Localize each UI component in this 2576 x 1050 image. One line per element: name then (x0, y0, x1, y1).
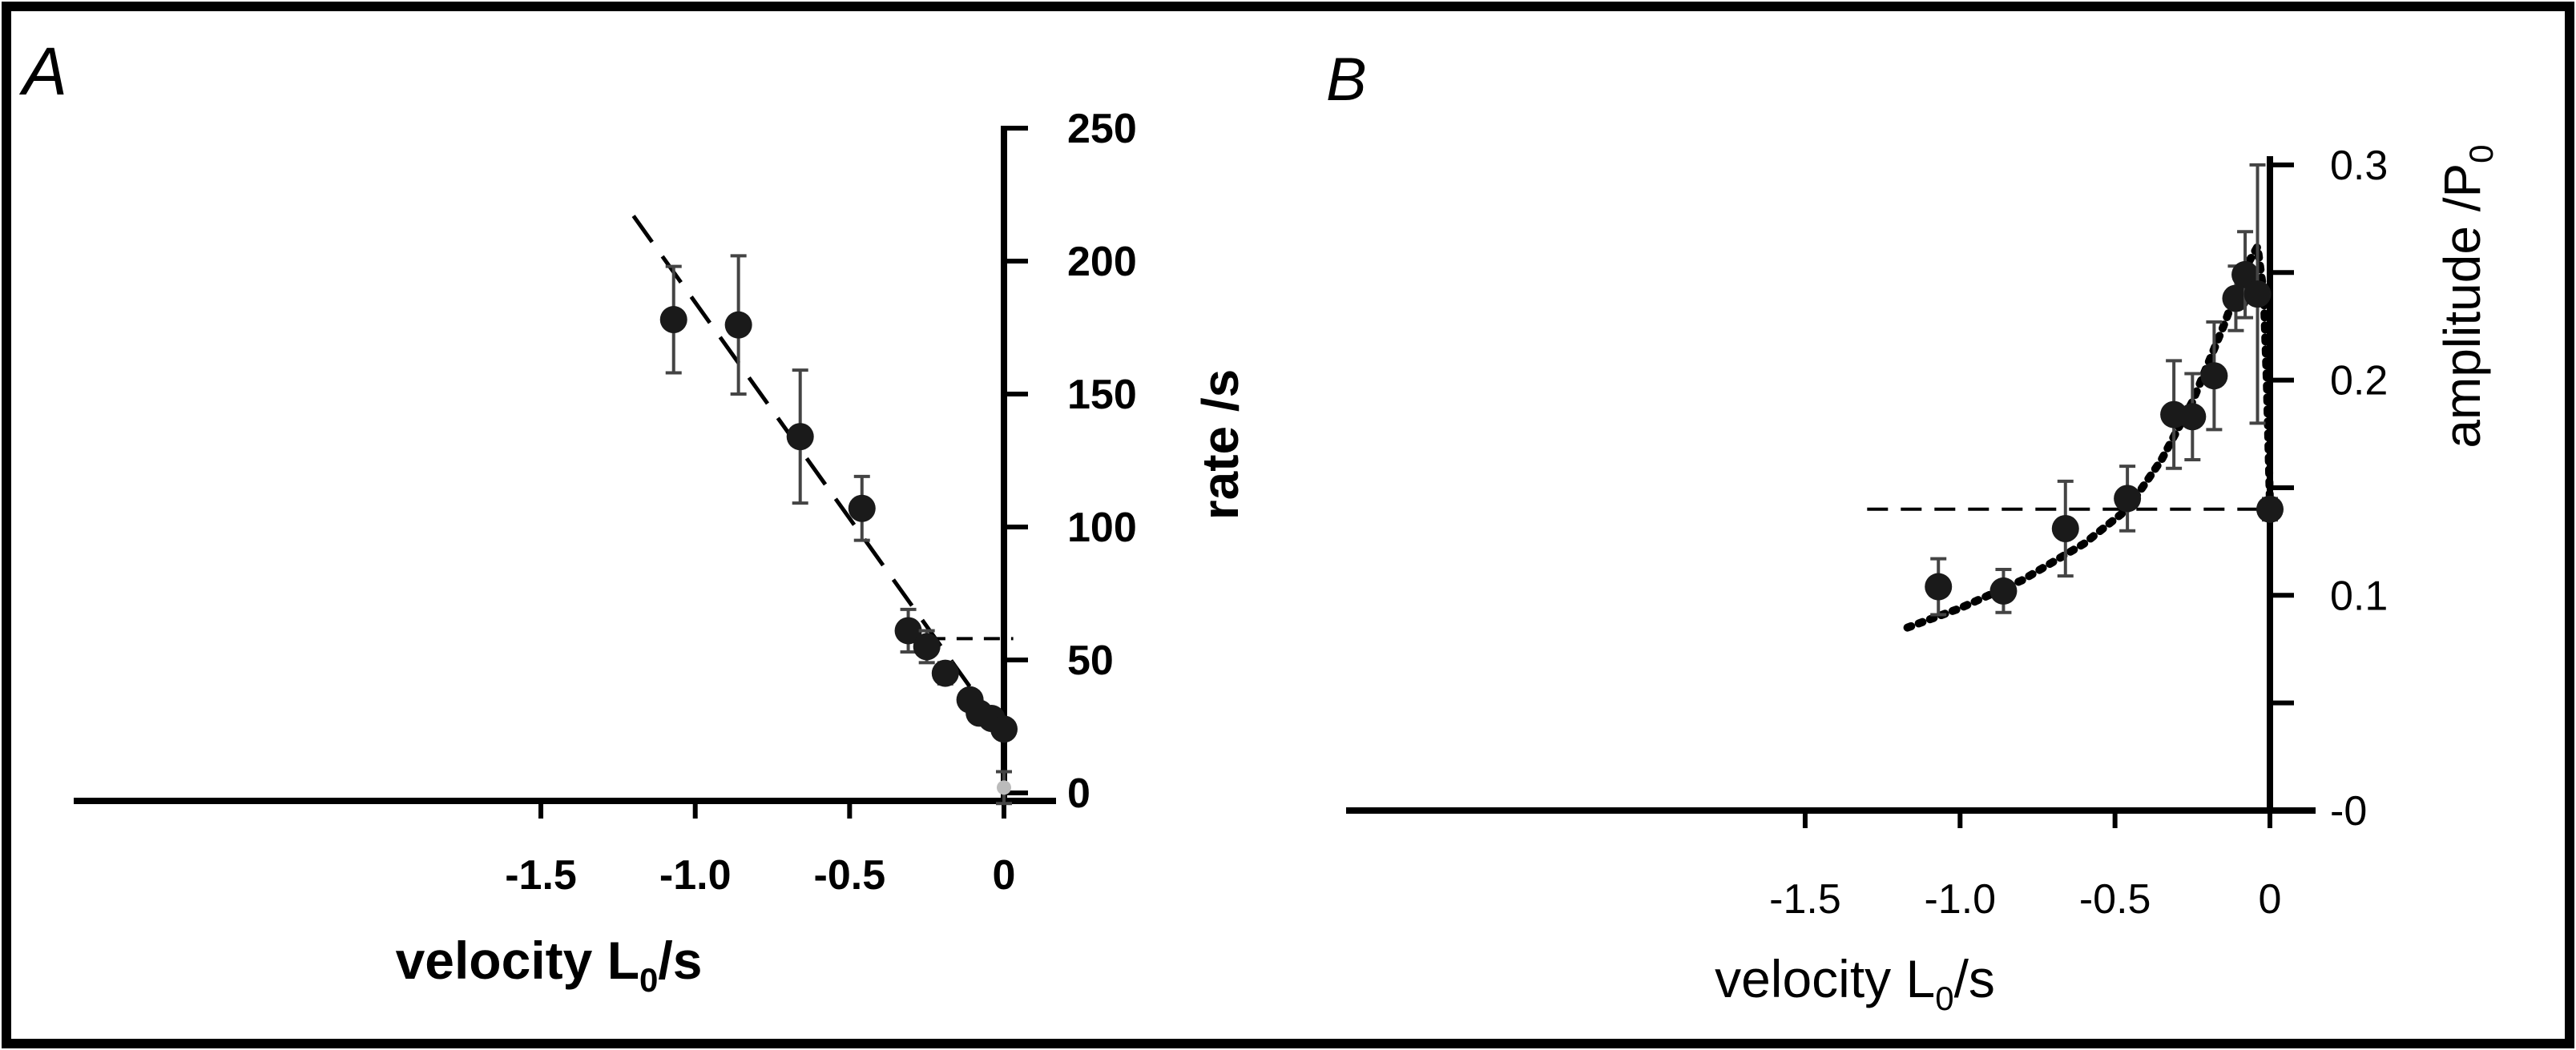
panel-b-xlabel: velocity L0/s (1715, 949, 1995, 1017)
panel-a-marker (848, 494, 876, 522)
panel-b-data-point (2256, 495, 2284, 523)
panel-a-ylabel: rate /s (1191, 369, 1249, 521)
panel-a-linear-fit-long-dash (631, 215, 1006, 736)
panel-b: B -1.5 -1.0 -0.5 0 -0 0.1 0.2 0.3 amplitude /P0… (1326, 46, 2500, 1017)
panel-a-x-tick-label: -0.5 (814, 852, 886, 899)
panel-a-marker (931, 659, 959, 687)
panel-a-data-point (894, 607, 922, 654)
panel-a-marker (786, 423, 814, 451)
panel-a-data-point (931, 659, 959, 687)
panel-b-data-point (1925, 557, 1953, 617)
panel-b-marker (2231, 260, 2260, 288)
panel-b-x-tick-label: -0.5 (2079, 876, 2151, 923)
panel-b-marker (2114, 485, 2142, 513)
panel-a-data-point (659, 264, 687, 375)
panel-b-x-tick-label: 0 (2259, 876, 2282, 923)
panel-a-y-tick-label: 100 (1067, 505, 1137, 551)
panel-a-x-tick-label: 0 (993, 852, 1016, 899)
panel-a-points (659, 254, 1018, 806)
panel-b-y-tick-label: 0.2 (2330, 358, 2388, 404)
panel-b-marker (2243, 280, 2272, 308)
panel-a-y-tick-label: 200 (1067, 239, 1137, 285)
panel-b-marker (1925, 573, 1953, 601)
panel-b-axes: -1.5 -1.0 -0.5 0 -0 0.1 0.2 0.3 (1346, 143, 2388, 923)
panel-b-marker (2179, 403, 2207, 431)
panel-b-data-point (2200, 320, 2228, 432)
panel-b-marker (1989, 577, 2018, 605)
panel-a-letter: A (18, 34, 67, 109)
panel-b-data-point (2231, 230, 2260, 320)
panel-a-data-point (848, 474, 876, 542)
panel-b-data-point (2114, 465, 2142, 533)
panel-b-ylabel: amplitude /P0 (2433, 144, 2500, 448)
panel-b-letter: B (1326, 46, 1367, 114)
panel-b-marker (2256, 495, 2284, 523)
panel-a-y-tick-label: 50 (1067, 638, 1114, 684)
panel-a-data-point (913, 629, 941, 665)
panel-b-y-tick-label: -0 (2330, 788, 2367, 835)
panel-b-x-tick-label: -1.5 (1769, 876, 1841, 923)
panel-a-xlabel: velocity L0/s (396, 931, 703, 999)
panel-a-axes: -1.5 -1.0 -0.5 0 0 50 100 150 200 250 (74, 106, 1137, 899)
panel-a-y-tick-label: 150 (1067, 372, 1137, 418)
panel-b-data-point (2179, 372, 2207, 462)
panel-b-x-tick-label: -1.0 (1924, 876, 1996, 923)
panel-b-marker (2222, 284, 2250, 312)
panel-a-marker (990, 715, 1018, 743)
panel-a-x-tick-label: -1.5 (505, 852, 577, 899)
panel-a-marker (724, 311, 752, 339)
panel-b-data-point (2243, 163, 2272, 425)
panel-a-y-tick-label: 0 (1067, 770, 1090, 817)
panel-a-data-point (786, 368, 814, 505)
panel-b-y-tick-label: 0.1 (2330, 573, 2388, 619)
panel-a-marker (913, 633, 941, 661)
panel-a-data-point (990, 715, 1018, 743)
panel-a-x-tick-label: -1.0 (659, 852, 732, 899)
panel-a-data-point (724, 254, 752, 396)
panel-b-data-point (2051, 479, 2079, 578)
panel-a: A -1.5 -1.0 -0.5 0 0 50 100 150 200 250 rate /s v… (18, 34, 1249, 999)
panel-a-marker (997, 780, 1011, 795)
panel-b-marker (2051, 515, 2079, 543)
panel-a-marker (659, 306, 687, 334)
panel-b-marker (2200, 362, 2228, 390)
panel-a-y-tick-label: 250 (1067, 106, 1137, 152)
panel-a-lines (631, 215, 1014, 736)
panel-a-data-point (996, 770, 1012, 806)
panel-b-y-tick-label: 0.3 (2330, 143, 2388, 189)
panel-a-marker (894, 617, 922, 645)
panel-b-data-point (1989, 568, 2018, 614)
panel-b-points (1925, 163, 2284, 617)
